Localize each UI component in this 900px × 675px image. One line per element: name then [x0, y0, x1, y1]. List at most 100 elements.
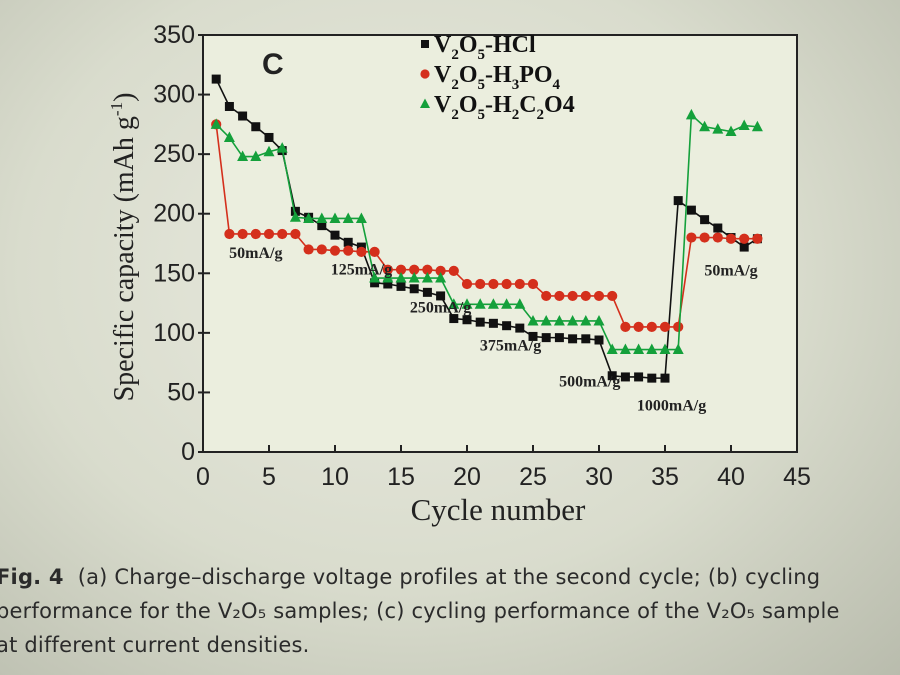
y-tick-label: 100 — [153, 319, 195, 347]
x-tick-label: 20 — [453, 463, 481, 491]
data-point — [633, 343, 645, 355]
caption-line-2: performance for the V₂O₅ samples; (c) cy… — [0, 594, 900, 628]
data-point — [435, 265, 446, 277]
caption-text-1: (a) Charge–discharge voltage profiles at… — [77, 565, 821, 589]
data-point — [673, 196, 683, 206]
data-point — [250, 150, 262, 162]
data-point — [487, 298, 499, 309]
data-point — [553, 314, 565, 326]
data-marks — [210, 74, 763, 383]
data-point — [515, 323, 525, 333]
data-point — [607, 290, 618, 302]
y-tick-label: 300 — [153, 81, 195, 109]
rate-label: 1000mA/g — [637, 397, 706, 414]
data-point — [580, 290, 591, 302]
data-point — [699, 232, 710, 243]
data-point — [436, 291, 446, 301]
data-point — [264, 132, 274, 142]
legend-text-part: -HCl — [485, 32, 536, 58]
data-point — [224, 228, 235, 240]
data-point — [395, 264, 407, 275]
legend-text-part: 2 — [512, 107, 520, 123]
x-tick-label: 15 — [387, 463, 415, 491]
data-point — [250, 228, 261, 240]
data-point — [514, 298, 526, 309]
rate-label: 500mA/g — [559, 373, 620, 390]
data-point — [461, 278, 473, 290]
legend-text-part: -H — [485, 62, 512, 88]
data-point — [685, 108, 697, 120]
data-point — [276, 142, 288, 153]
legend-symbol — [420, 98, 430, 108]
data-point — [620, 372, 630, 382]
data-point — [540, 314, 552, 326]
capacity-chart: 0 5 10 15 20 25 30 35 40 45050100150200250300350 … — [107, 21, 811, 527]
caption-line-3: at different current densities. — [0, 628, 900, 662]
data-point — [593, 290, 605, 302]
legend-text-part: 5 — [478, 47, 486, 63]
x-tick-label: 25 — [519, 463, 547, 491]
data-point — [751, 120, 763, 132]
data-point — [409, 284, 419, 294]
data-point — [317, 221, 327, 231]
x-tick-label: 40 — [717, 463, 745, 491]
legend-text-part: PO — [519, 62, 552, 88]
caption-line-1: Fig. 4 (a) Charge–discharge voltage profi… — [0, 560, 900, 594]
data-point — [634, 372, 644, 382]
rate-annotations: 50mA/g 125mA/g 250mA/g 375mA/g 500mA/g 1000mA… — [229, 245, 758, 415]
legend-text-part: O4 — [544, 92, 575, 118]
y-tick-label: 50 — [167, 378, 195, 406]
data-point — [277, 228, 288, 240]
data-point — [396, 281, 406, 291]
data-point — [501, 278, 512, 290]
data-point — [422, 264, 433, 275]
data-point — [647, 373, 657, 383]
legend-text-part: C — [519, 92, 536, 118]
data-point — [303, 244, 314, 255]
y-axis-label-end: ) — [109, 93, 140, 102]
data-point — [449, 314, 459, 324]
data-point — [263, 228, 275, 240]
data-point — [660, 373, 670, 383]
data-point — [370, 278, 380, 288]
data-point — [700, 215, 710, 225]
rate-label: 125mA/g — [331, 261, 392, 278]
data-point — [421, 272, 433, 283]
data-point — [329, 245, 341, 256]
data-point — [554, 290, 565, 302]
data-point — [514, 278, 525, 290]
data-point — [223, 131, 235, 142]
figure-number: Fig. 4 — [0, 565, 64, 589]
y-tick-label: 0 — [181, 438, 195, 466]
legend-text-part: O — [459, 32, 478, 58]
data-point — [501, 298, 513, 309]
rate-label: 50mA/g — [704, 263, 757, 280]
data-point — [475, 278, 486, 290]
legend-text-part: V — [434, 32, 452, 58]
caption-text-3: at different current densities. — [0, 633, 310, 657]
y-tick-label: 200 — [153, 200, 195, 228]
data-point — [462, 315, 472, 325]
data-point — [409, 264, 420, 275]
legend-text-part: 2 — [451, 107, 459, 123]
data-point — [461, 298, 473, 309]
data-point — [342, 212, 354, 223]
y-tick-label: 150 — [153, 259, 195, 287]
data-point — [474, 298, 486, 309]
data-point — [238, 111, 248, 121]
data-point — [686, 205, 696, 215]
data-point — [739, 233, 750, 244]
legend-text-part: 2 — [537, 107, 545, 123]
data-point — [343, 237, 353, 247]
data-point — [568, 334, 578, 344]
x-axis-label: Cycle number — [411, 492, 586, 527]
legend-text-part: O — [459, 92, 478, 118]
data-point — [369, 272, 381, 283]
data-point — [659, 343, 671, 355]
rate-label: 50mA/g — [229, 245, 282, 262]
data-point — [712, 232, 723, 243]
x-tick-label: 0 — [196, 463, 210, 491]
data-point — [502, 321, 512, 331]
data-point — [594, 335, 604, 345]
